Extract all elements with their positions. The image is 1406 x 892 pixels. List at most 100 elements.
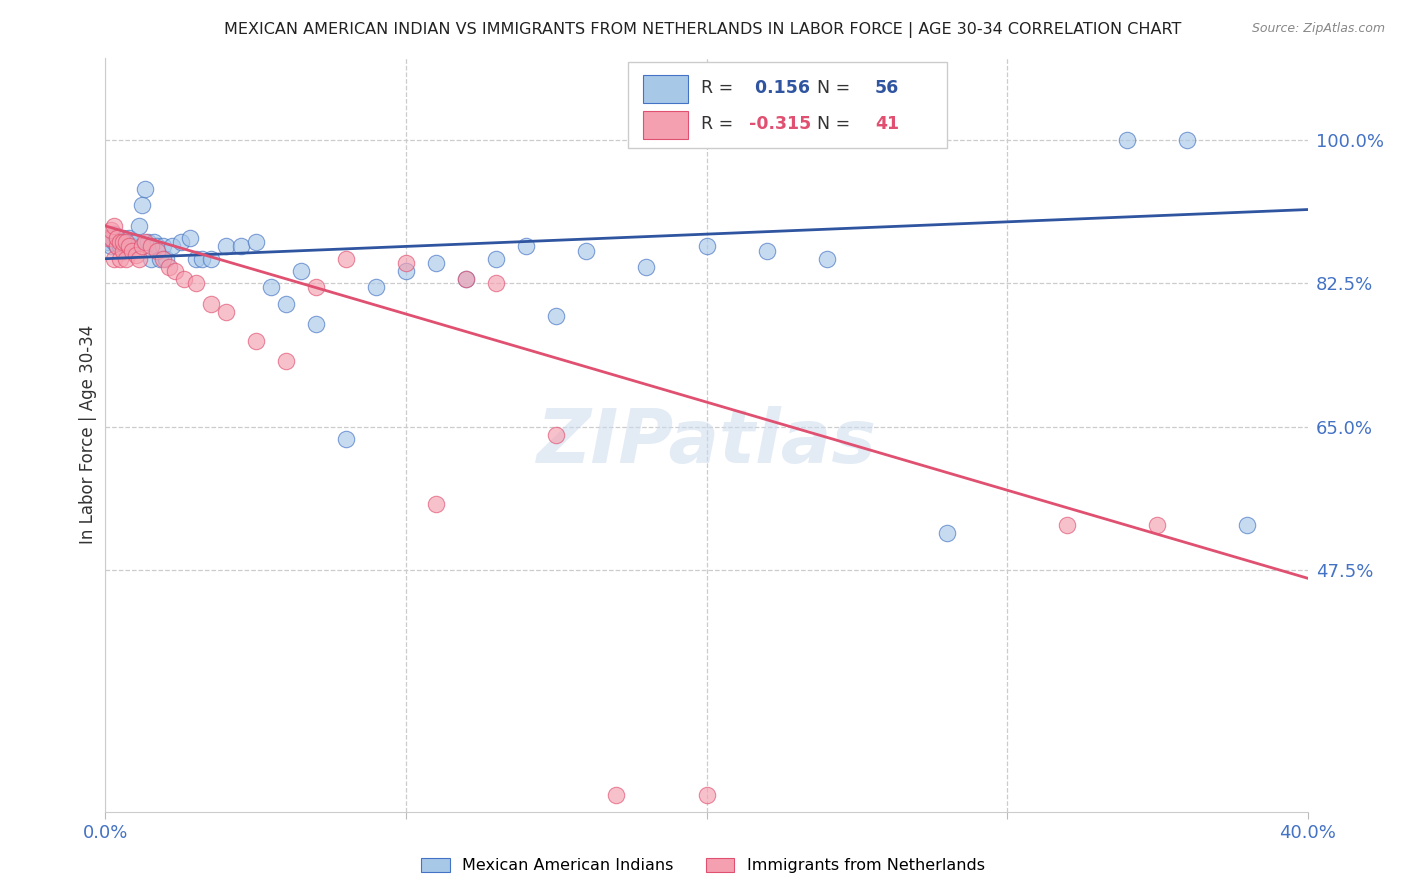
Point — [290, 264, 312, 278]
FancyBboxPatch shape — [643, 75, 689, 103]
Point — [107, 239, 129, 253]
Point — [425, 498, 447, 512]
Point — [214, 239, 236, 253]
Point — [815, 252, 838, 266]
Point — [546, 309, 568, 323]
Point — [115, 239, 138, 253]
Point — [107, 239, 129, 253]
Point — [142, 235, 165, 250]
Point — [274, 297, 297, 311]
Point — [145, 244, 167, 258]
Point — [134, 182, 156, 196]
Text: R =: R = — [700, 79, 733, 97]
Text: N =: N = — [806, 115, 851, 133]
Legend: Mexican American Indians, Immigrants from Netherlands: Mexican American Indians, Immigrants fro… — [415, 851, 991, 880]
Point — [139, 239, 162, 253]
Text: -0.315: -0.315 — [748, 115, 811, 133]
Point — [200, 297, 222, 311]
Point — [179, 231, 201, 245]
Point — [131, 198, 153, 212]
Point — [1116, 133, 1139, 147]
Point — [115, 235, 138, 250]
Point — [364, 280, 387, 294]
Point — [335, 432, 357, 446]
FancyBboxPatch shape — [628, 62, 948, 148]
Point — [139, 252, 162, 266]
Point — [184, 277, 207, 291]
Point — [485, 252, 508, 266]
Point — [121, 239, 143, 253]
Point — [696, 239, 718, 253]
Point — [103, 219, 125, 233]
Text: MEXICAN AMERICAN INDIAN VS IMMIGRANTS FROM NETHERLANDS IN LABOR FORCE | AGE 30-3: MEXICAN AMERICAN INDIAN VS IMMIGRANTS FR… — [225, 22, 1181, 38]
Point — [152, 239, 174, 253]
Point — [245, 235, 267, 250]
Point — [115, 235, 138, 250]
Point — [100, 231, 122, 245]
Point — [1236, 518, 1258, 533]
Text: 56: 56 — [875, 79, 898, 97]
Point — [1175, 133, 1198, 147]
Text: R =: R = — [700, 115, 733, 133]
Point — [97, 231, 120, 245]
Point — [305, 318, 328, 332]
Point — [148, 252, 170, 266]
Point — [636, 260, 658, 274]
Point — [128, 252, 150, 266]
Point — [395, 264, 418, 278]
Point — [605, 789, 627, 803]
Point — [214, 305, 236, 319]
Point — [103, 235, 125, 250]
Point — [546, 428, 568, 442]
Point — [245, 334, 267, 348]
Point — [454, 272, 477, 286]
Point — [305, 280, 328, 294]
Point — [110, 235, 132, 250]
FancyBboxPatch shape — [643, 111, 689, 139]
Point — [124, 247, 146, 261]
Point — [696, 789, 718, 803]
Point — [112, 235, 135, 250]
Point — [100, 231, 122, 245]
Point — [229, 239, 252, 253]
Point — [152, 252, 174, 266]
Point — [136, 235, 159, 250]
Point — [1146, 518, 1168, 533]
Point — [169, 235, 191, 250]
Point — [515, 239, 537, 253]
Point — [425, 256, 447, 270]
Point — [112, 231, 135, 245]
Point — [1056, 518, 1078, 533]
Text: 0.156: 0.156 — [748, 79, 810, 97]
Point — [100, 239, 122, 253]
Point — [97, 235, 120, 250]
Point — [145, 239, 167, 253]
Point — [157, 260, 180, 274]
Point — [110, 239, 132, 253]
Point — [112, 244, 135, 258]
Text: N =: N = — [806, 79, 851, 97]
Point — [335, 252, 357, 266]
Point — [124, 235, 146, 250]
Text: 41: 41 — [875, 115, 898, 133]
Y-axis label: In Labor Force | Age 30-34: In Labor Force | Age 30-34 — [79, 326, 97, 544]
Point — [260, 280, 283, 294]
Point — [184, 252, 207, 266]
Point — [755, 244, 778, 258]
Text: Source: ZipAtlas.com: Source: ZipAtlas.com — [1251, 22, 1385, 36]
Point — [107, 231, 129, 245]
Point — [131, 239, 153, 253]
Point — [100, 223, 122, 237]
Point — [173, 272, 195, 286]
Point — [118, 239, 141, 253]
Point — [134, 235, 156, 250]
Text: ZIPatlas: ZIPatlas — [537, 406, 876, 479]
Point — [936, 526, 959, 541]
Point — [163, 264, 186, 278]
Point — [103, 252, 125, 266]
Point — [485, 277, 508, 291]
Point — [103, 227, 125, 241]
Point — [200, 252, 222, 266]
Point — [118, 231, 141, 245]
Point — [160, 239, 183, 253]
